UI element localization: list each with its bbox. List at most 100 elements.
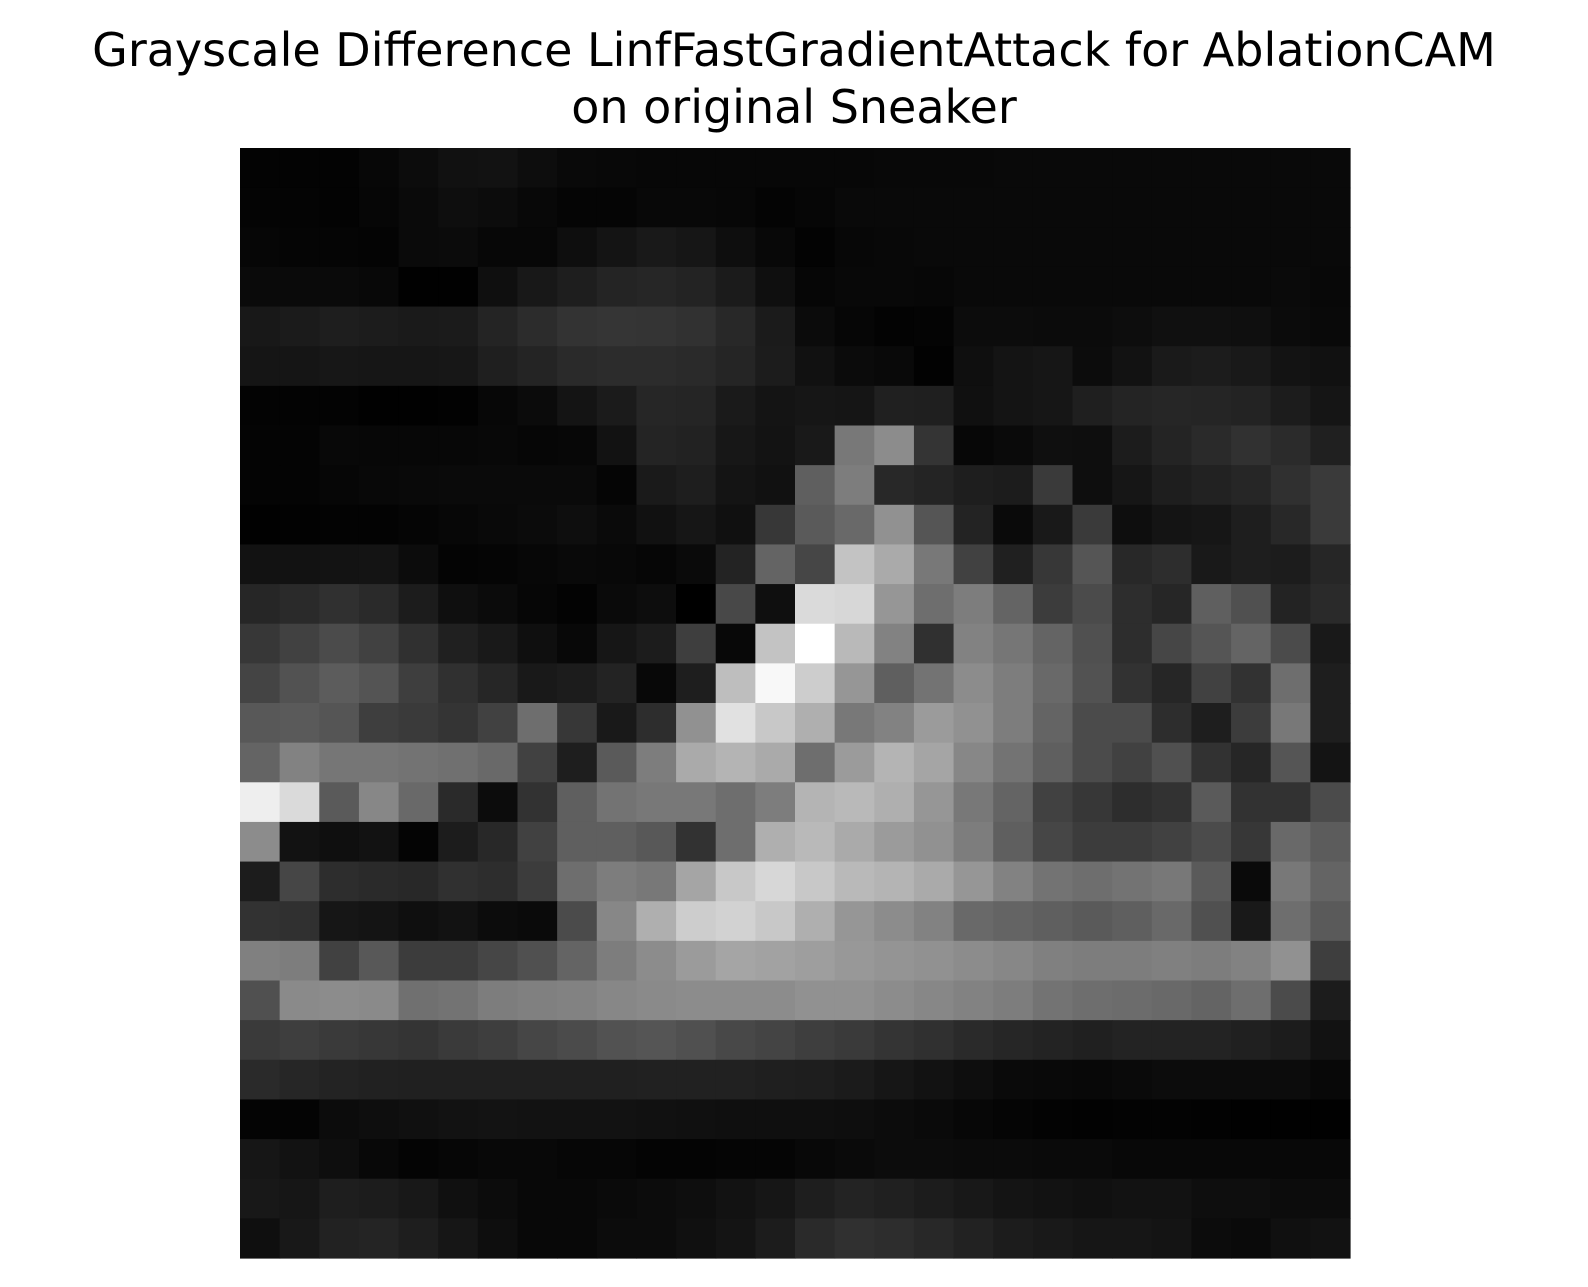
heatmap-cell [993,1020,1034,1061]
heatmap-cell [438,821,479,863]
heatmap-cell [1112,663,1153,704]
heatmap-cell [795,940,836,982]
heatmap-cell [596,306,638,347]
heatmap-cell [1112,703,1153,744]
heatmap-cell [596,148,638,189]
heatmap-cell [953,782,994,823]
heatmap-cell [874,623,915,664]
heatmap-cell [636,980,677,1021]
heatmap-cell [1191,1059,1232,1101]
heatmap-cell [557,663,598,704]
heatmap-cell [636,544,677,585]
heatmap-cell [398,861,439,902]
heatmap-cell [1151,980,1193,1021]
heatmap-cell [755,465,796,506]
heatmap-cell [874,901,915,942]
heatmap-cell [953,266,994,308]
heatmap-cell [913,1178,955,1219]
heatmap-cell [913,1020,955,1061]
heatmap-cell [596,227,638,268]
heatmap-cell [358,623,400,664]
heatmap-cell [715,663,756,704]
heatmap-cell [1032,940,1074,982]
heatmap-cell [1032,623,1074,664]
heatmap-cell [636,346,677,387]
heatmap-cell [1270,148,1311,189]
heatmap-cell [636,187,677,228]
heatmap-cell [596,1218,638,1259]
heatmap-cell [319,703,360,744]
heatmap-cell [1112,1099,1153,1140]
heatmap-cell [517,504,558,546]
heatmap-cell [1032,1139,1074,1180]
heatmap-cell [755,742,796,783]
heatmap-cell [953,504,994,546]
heatmap-cell [755,1020,796,1061]
heatmap-cell [636,1178,677,1219]
heatmap-cell [913,187,955,228]
heatmap-cell [834,148,875,189]
heatmap-cell [240,1020,281,1061]
heatmap-cell [557,425,598,466]
heatmap-cell [240,742,281,783]
heatmap-cell [1270,663,1311,704]
heatmap-cell [279,703,320,744]
heatmap-cell [557,940,598,982]
heatmap-cell [1032,861,1074,902]
heatmap-cell [1231,742,1272,783]
heatmap-cell [636,940,677,982]
heatmap-cell [477,266,519,308]
heatmap-cell [1072,425,1113,466]
heatmap-cell [1112,742,1153,783]
heatmap-cell [1151,663,1193,704]
heatmap-cell [795,663,836,704]
heatmap-cell [1151,1139,1193,1180]
heatmap-cell [1072,465,1113,506]
heatmap-cell [477,1139,519,1180]
heatmap-cell [319,227,360,268]
heatmap-cell [1151,385,1193,427]
heatmap-cell [834,187,875,228]
heatmap-cell [1072,1059,1113,1101]
heatmap-cell [1231,901,1272,942]
heatmap-cell [358,901,400,942]
heatmap-cell [1270,703,1311,744]
heatmap-cell [279,504,320,546]
heatmap-cell [1310,861,1351,902]
heatmap-cell [398,663,439,704]
heatmap-cell [1191,504,1232,546]
heatmap-cell [517,782,558,823]
heatmap-cell [517,1218,558,1259]
heatmap-cell [1231,1099,1272,1140]
heatmap-cell [755,425,796,466]
heatmap-cell [557,465,598,506]
heatmap-cell [1191,1218,1232,1259]
heatmap-cell [279,266,320,308]
heatmap-cell [834,623,875,664]
heatmap-cell [279,1099,320,1140]
heatmap-cell [834,821,875,863]
heatmap-cell [517,663,558,704]
heatmap-cell [438,1099,479,1140]
heatmap-cell [1310,1099,1351,1140]
heatmap-cell [953,1020,994,1061]
heatmap-cell [953,703,994,744]
heatmap-cell [358,584,400,625]
heatmap-cell [398,148,439,189]
heatmap-cell [834,227,875,268]
heatmap-cell [319,465,360,506]
heatmap-cell [477,782,519,823]
heatmap-cell [1270,385,1311,427]
heatmap-cell [953,980,994,1021]
heatmap-cell [517,980,558,1021]
heatmap-cell [1310,346,1351,387]
heatmap-cell [874,306,915,347]
heatmap-cell [874,940,915,982]
heatmap-cell [1191,1178,1232,1219]
heatmap-cell [1270,1218,1311,1259]
heatmap-cell [557,821,598,863]
heatmap-cell [438,1059,479,1101]
heatmap-cell [913,544,955,585]
heatmap-cell [795,1099,836,1140]
heatmap-cell [358,1099,400,1140]
